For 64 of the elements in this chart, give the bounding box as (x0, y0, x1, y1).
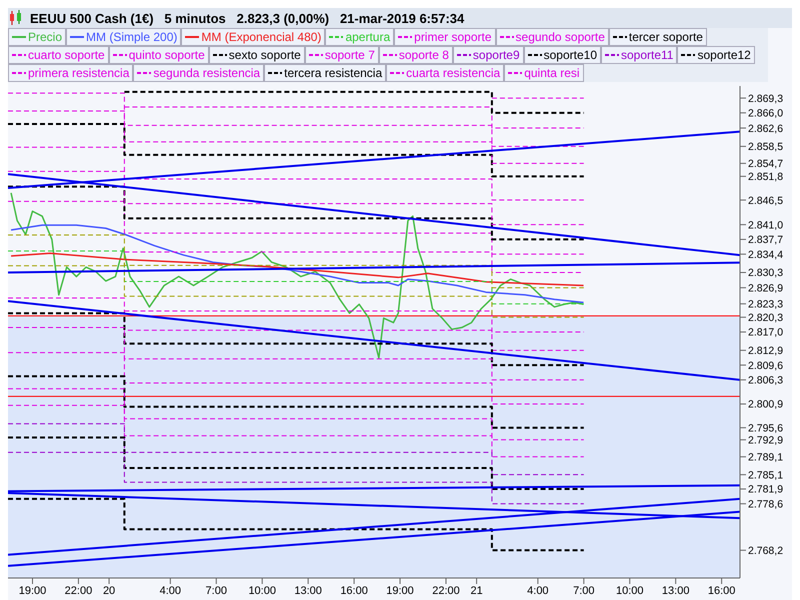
legend-label: Precio (8, 28, 66, 46)
legend-label: MM (Simple 200) (66, 28, 182, 46)
legend-label: sexto soporte (208, 46, 305, 64)
x-tick-label: 7:00 (206, 584, 227, 597)
y-tick-label: 2.826,9 (748, 282, 784, 294)
x-tick-label: 7:00 (573, 584, 595, 597)
x-tick-label: 4:00 (160, 584, 182, 597)
legend-label: soporte 7 (304, 46, 379, 64)
legend-label: primer soporte (394, 28, 496, 46)
y-tick-label: 2.854,7 (748, 158, 784, 170)
legend-label: soporte 8 (378, 46, 453, 64)
y-tick-label: 2.800,9 (748, 398, 784, 411)
legend-label: tercera resistencia (264, 64, 386, 82)
y-tick-label: 2.841,0 (748, 219, 784, 232)
x-tick-label: 16:00 (708, 584, 736, 597)
y-tick-label: 2.823,3 (748, 298, 784, 311)
legend-label: soporte10 (524, 46, 601, 64)
legend-label: quinta resi (504, 64, 584, 82)
y-tick-label: 2.820,3 (748, 312, 784, 324)
y-tick-label: 2.866,0 (748, 108, 784, 120)
y-tick-label: 2.862,6 (748, 122, 784, 135)
legend-label: soporte12 (677, 46, 755, 64)
x-tick-label: 10:00 (248, 584, 276, 597)
legend-label: cuarta resistencia (386, 64, 504, 82)
y-tick-label: 2.785,1 (748, 469, 784, 482)
y-tick-label: 2.851,8 (748, 171, 784, 184)
legend-label: soporte11 (601, 46, 678, 64)
x-tick-label: 21 (470, 584, 483, 597)
legend-label: segundo soporte (496, 28, 609, 46)
legend-label: quinto soporte (108, 46, 209, 64)
x-tick-label: 19:00 (18, 584, 46, 597)
x-tick-label: 10:00 (616, 584, 644, 597)
y-tick-label: 2.792,9 (748, 434, 784, 447)
legend-label: tercer soporte (608, 28, 707, 46)
legend-label: cuarto soporte (8, 46, 109, 64)
y-tick-label: 2.869,3 (748, 92, 784, 105)
legend-label: segunda resistencia (133, 64, 264, 82)
y-tick-label: 2.858,5 (748, 141, 784, 154)
x-tick-label: 13:00 (662, 584, 690, 597)
chart-title: EEUU 500 Cash (1€) 5 minutos 2.823,3 (0,00%) 21-mar-2019 6:57:34 (30, 10, 464, 26)
y-tick-label: 2.812,9 (748, 345, 784, 358)
y-tick-label: 2.846,5 (748, 194, 784, 207)
y-tick-label: 2.817,0 (748, 326, 784, 339)
y-tick-label: 2.789,1 (748, 452, 784, 464)
x-tick-label: 4:00 (527, 584, 549, 597)
x-tick-label: 16:00 (340, 584, 368, 597)
x-tick-label: 22:00 (64, 584, 92, 597)
y-tick-label: 2.809,6 (748, 360, 784, 372)
x-tick-label: 19:00 (386, 584, 414, 597)
y-tick-label: 2.781,9 (748, 484, 784, 496)
x-tick-label: 20 (102, 584, 116, 597)
x-tick-label: 13:00 (294, 584, 322, 597)
legend-label: apertura (325, 28, 394, 46)
legend-label: soporte9 (452, 46, 524, 64)
y-tick-label: 2.778,6 (748, 498, 784, 510)
y-tick-label: 2.837,7 (748, 234, 784, 246)
y-tick-label: 2.795,6 (748, 422, 784, 434)
legend-label: primera resistencia (8, 64, 134, 82)
legend-label: MM (Exponencial 480) (181, 28, 326, 46)
y-tick-label: 2.768,2 (748, 544, 784, 557)
x-tick-label: 22:00 (432, 584, 460, 597)
y-tick-label: 2.830,3 (748, 267, 784, 280)
y-tick-label: 2.834,4 (748, 248, 784, 261)
y-tick-label: 2.806,3 (748, 374, 784, 387)
